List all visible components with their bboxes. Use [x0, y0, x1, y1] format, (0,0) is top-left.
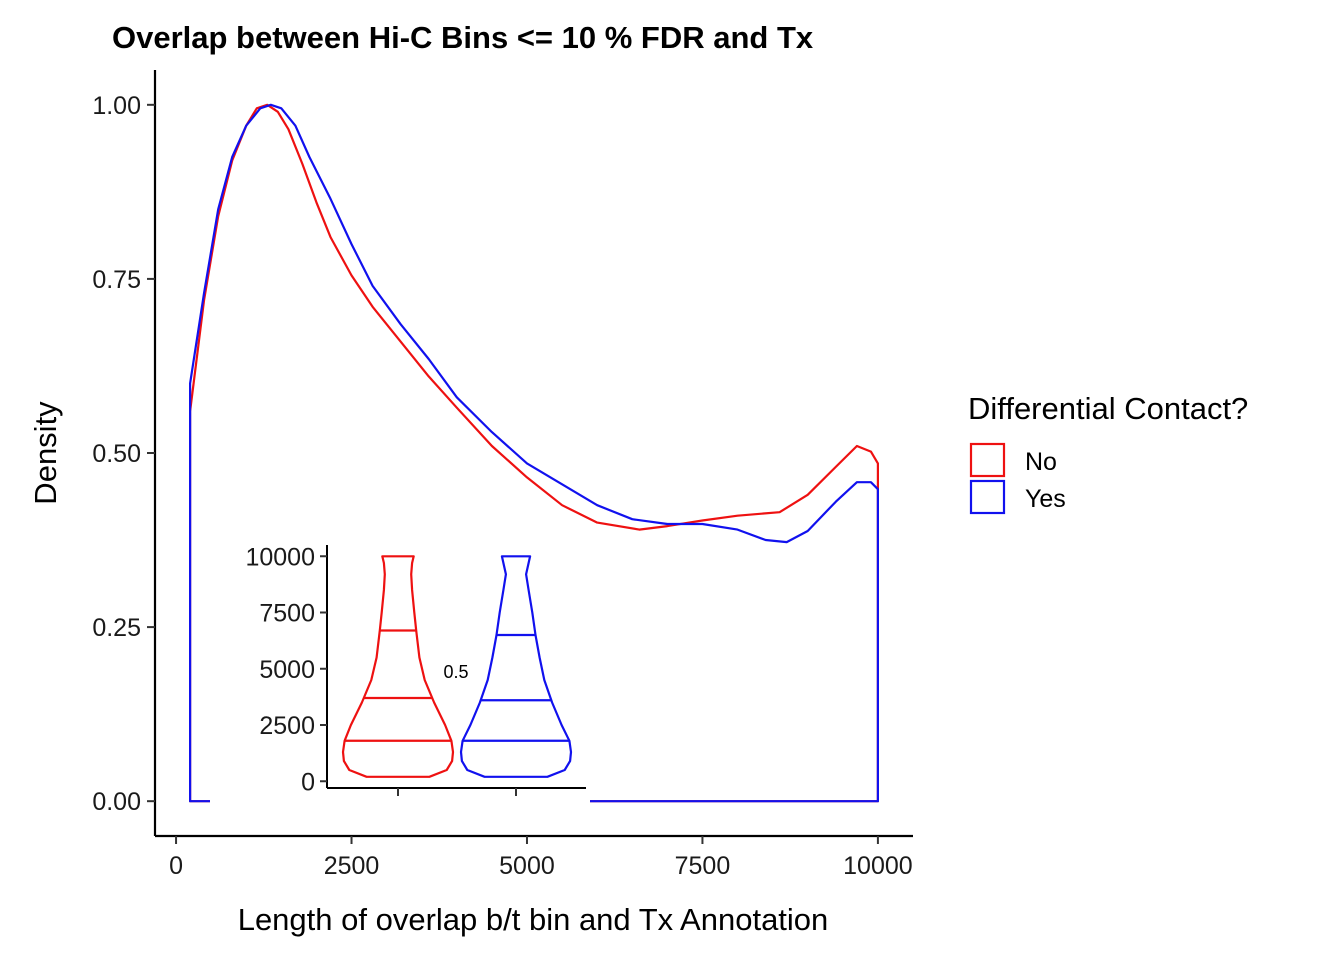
legend-key-yes — [969, 479, 1006, 515]
x-tick-label: 10000 — [843, 852, 913, 880]
y-axis-title: Density — [28, 401, 63, 505]
inset-y-tick-label: 5000 — [259, 656, 315, 684]
inset-annotation: 0.5 — [443, 662, 468, 682]
density-line-yes — [189, 103, 879, 803]
inset-y-tick-label: 7500 — [259, 600, 315, 628]
y-tick-label: 0.50 — [92, 440, 141, 468]
legend-title: Differential Contact? — [968, 391, 1248, 426]
x-tick-label: 0 — [169, 852, 183, 880]
y-tick-label: 0.00 — [92, 788, 141, 816]
legend-key-no — [969, 442, 1006, 478]
legend: Differential Contact? No Yes — [968, 391, 1248, 515]
violin-no — [341, 555, 455, 778]
inset-y-axis-ticks: 0 2500 5000 7500 10000 — [245, 543, 327, 796]
legend-label-yes: Yes — [1025, 485, 1066, 513]
inset-y-tick-label: 10000 — [245, 543, 315, 571]
x-axis-ticks: 0 2500 5000 7500 10000 — [169, 836, 913, 880]
inset-y-tick-label: 2500 — [259, 712, 315, 740]
y-tick-label: 0.25 — [92, 614, 141, 642]
y-tick-label: 0.75 — [92, 266, 141, 294]
x-tick-label: 5000 — [499, 852, 555, 880]
density-series-layer — [189, 103, 879, 803]
violin-inset: 0 2500 5000 7500 10000 0.5 — [210, 535, 590, 803]
legend-label-no: No — [1025, 448, 1057, 476]
inset-y-tick-label: 0 — [301, 768, 315, 796]
violin-yes — [459, 555, 573, 778]
chart-title: Overlap between Hi-C Bins <= 10 % FDR an… — [112, 20, 814, 55]
x-tick-label: 7500 — [675, 852, 731, 880]
x-tick-label: 2500 — [324, 852, 380, 880]
inset-x-axis-ticks — [397, 788, 517, 796]
legend-items: No Yes — [969, 442, 1066, 515]
x-axis-title: Length of overlap b/t bin and Tx Annotat… — [238, 902, 829, 937]
density-plot: 0.000.250.500.751.00 0 2500 5000 7500 10000 — [92, 70, 913, 880]
y-tick-label: 1.00 — [92, 92, 141, 120]
density-line-no — [189, 103, 879, 803]
violin-layer — [341, 555, 573, 778]
y-axis-ticks: 0.00 0.25 0.50 0.75 1.00 — [92, 92, 155, 816]
